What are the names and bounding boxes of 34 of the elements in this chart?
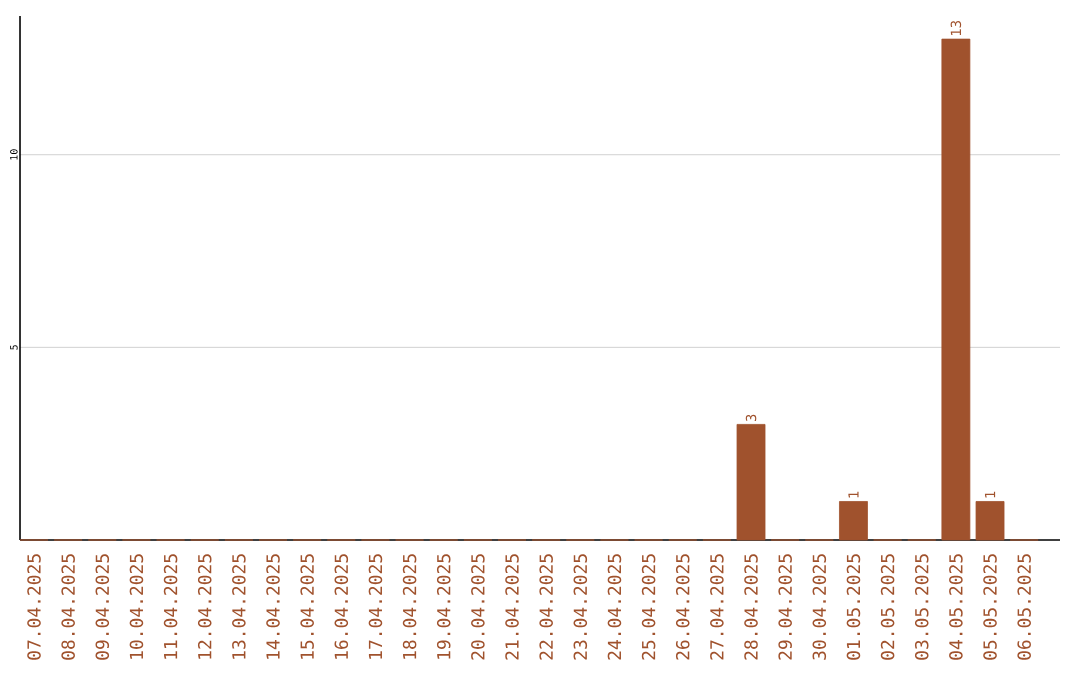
bar [839, 501, 868, 541]
x-tick-label: 18.04.2025 [402, 554, 417, 659]
x-tick-label: 09.04.2025 [95, 554, 110, 660]
x-tick-label: 12.04.2025 [197, 554, 212, 659]
x-tick-label: 04.05.2025 [949, 554, 963, 660]
bar [975, 501, 1005, 541]
x-tick-label: 06.05.2025 [1017, 554, 1031, 660]
bar [941, 38, 971, 541]
x-tick-label: 19.04.2025 [436, 554, 451, 659]
x-tick-label: 27.04.2025 [710, 554, 724, 660]
bar [736, 424, 766, 541]
x-tick-label: 25.04.2025 [641, 554, 656, 660]
x-tick-label: 10.04.2025 [129, 554, 144, 659]
x-tick-label: 26.04.2025 [675, 554, 690, 660]
x-tick-label: 29.04.2025 [778, 554, 792, 660]
x-tick-label: 08.04.2025 [61, 554, 75, 660]
x-tick-label: 07.04.2025 [27, 554, 41, 660]
x-tick-label: 13.04.2025 [232, 554, 246, 659]
x-tick-label: 15.04.2025 [300, 554, 314, 659]
x-tick-label: 24.04.2025 [607, 554, 622, 660]
x-tick-label: 03.05.2025 [914, 554, 929, 660]
x-tick-label: 17.04.2025 [368, 554, 383, 659]
x-tick-label: 22.04.2025 [539, 554, 553, 660]
x-tick-label: 05.05.2025 [983, 554, 997, 660]
x-tick-label: 11.04.2025 [163, 554, 178, 659]
x-tick-label: 28.04.2025 [744, 554, 758, 660]
x-tick-label: 14.04.2025 [266, 554, 280, 659]
x-tick-label: 23.04.2025 [573, 554, 588, 660]
x-tick-label: 21.04.2025 [505, 554, 519, 660]
x-tick-label: 02.05.2025 [880, 554, 895, 660]
x-tick-label: 20.04.2025 [471, 554, 485, 660]
x-tick-label: 16.04.2025 [334, 554, 349, 659]
x-tick-label: 30.04.2025 [812, 554, 827, 660]
x-tick-label: 01.05.2025 [846, 554, 861, 660]
